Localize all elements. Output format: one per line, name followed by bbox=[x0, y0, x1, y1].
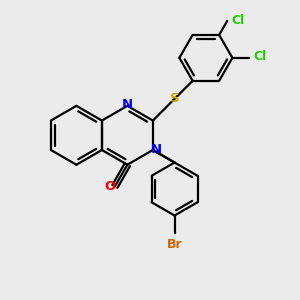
Text: Br: Br bbox=[167, 238, 182, 250]
Text: O: O bbox=[105, 180, 116, 193]
Text: Cl: Cl bbox=[253, 50, 266, 63]
Text: N: N bbox=[122, 98, 133, 111]
Text: N: N bbox=[150, 143, 161, 157]
Text: Cl: Cl bbox=[232, 14, 245, 27]
Text: S: S bbox=[170, 92, 180, 105]
